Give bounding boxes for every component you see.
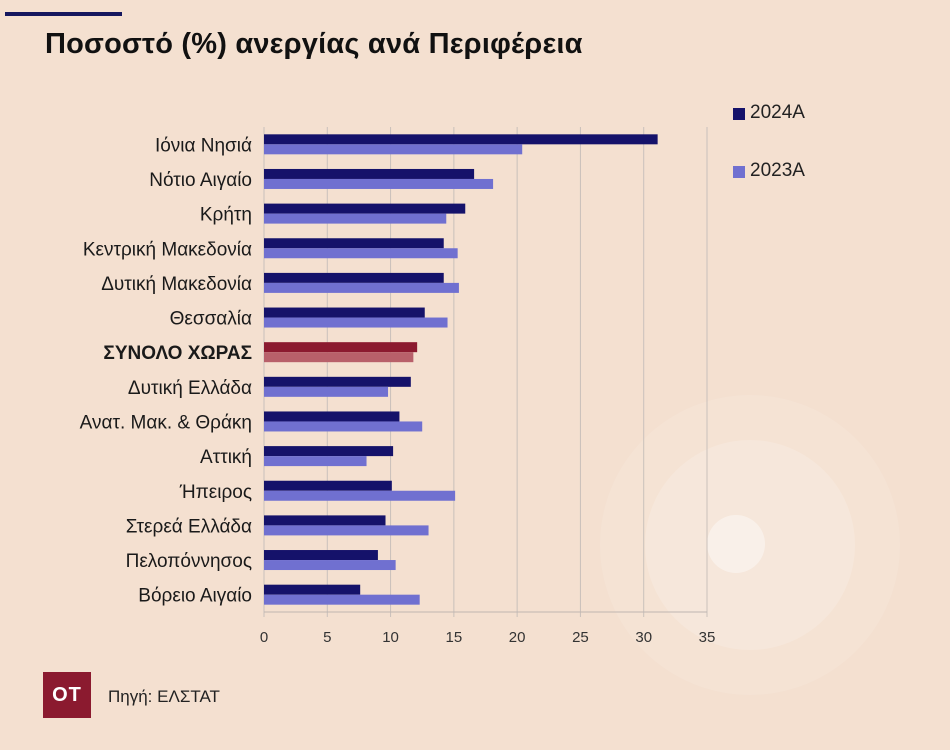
legend-swatch-2024 [733,108,745,120]
x-tick-label: 10 [382,629,399,646]
category-label: Ήπειρος [179,482,252,503]
bar-2023 [264,213,447,224]
bar-2023 [264,352,414,363]
bar-2023 [264,386,389,397]
category-label: Δυτική Ελλάδα [128,378,252,399]
legend-label-2024: 2024Α [750,102,805,123]
x-tick-label: 35 [699,629,716,646]
bar-2023 [264,594,420,605]
category-label: Στερεά Ελλάδα [126,516,252,537]
bar-2024 [264,550,378,561]
category-label: Κεντρική Μακεδονία [83,239,252,260]
category-label: Δυτική Μακεδονία [101,274,252,295]
bar-2024 [264,272,444,283]
bar-2024 [264,411,400,422]
category-label: Αττική [200,447,252,468]
bar-2023 [264,282,459,293]
category-label: Νότιο Αιγαίο [149,170,252,191]
bar-2024 [264,307,425,318]
bar-2023 [264,490,456,501]
x-tick-label: 20 [509,629,526,646]
x-tick-label: 15 [446,629,463,646]
bar-2024 [264,584,361,595]
top-accent-rule [5,12,122,16]
bar-2024 [264,238,444,249]
bar-2024 [264,515,386,526]
bar-2023 [264,178,494,189]
bar-2024 [264,168,475,179]
bar-2023 [264,248,458,259]
bar-2023 [264,144,523,155]
category-label: Θεσσαλία [170,309,252,330]
bar-2023 [264,456,367,467]
x-tick-label: 0 [260,629,268,646]
bar-2024 [264,342,418,353]
category-label: ΣΥΝΟΛΟ ΧΩΡΑΣ [103,343,252,364]
bar-2023 [264,421,423,432]
x-tick-label: 5 [323,629,331,646]
source-note: Πηγή: ΕΛΣΤΑΤ [108,687,220,706]
bar-2024 [264,480,392,491]
category-label: Βόρειο Αιγαίο [138,586,252,607]
bar-2023 [264,525,429,536]
bar-2024 [264,134,658,145]
category-label: Ιόνια Νησιά [155,135,252,156]
bar-2023 [264,560,396,571]
category-label: Κρήτη [200,205,252,226]
brand-logo: OT [43,672,91,718]
bar-2024 [264,203,466,214]
bar-2023 [264,317,448,328]
legend-swatch-2023 [733,166,745,178]
category-label: Ανατ. Μακ. & Θράκη [80,412,252,433]
chart-title: Ποσοστό (%) ανεργίας ανά Περιφέρεια [45,28,583,60]
category-label: Πελοπόννησος [126,551,252,572]
bar-2024 [264,376,411,387]
bar-2024 [264,446,394,457]
x-tick-label: 30 [635,629,652,646]
x-tick-label: 25 [572,629,589,646]
legend-label-2023: 2023Α [750,160,805,181]
